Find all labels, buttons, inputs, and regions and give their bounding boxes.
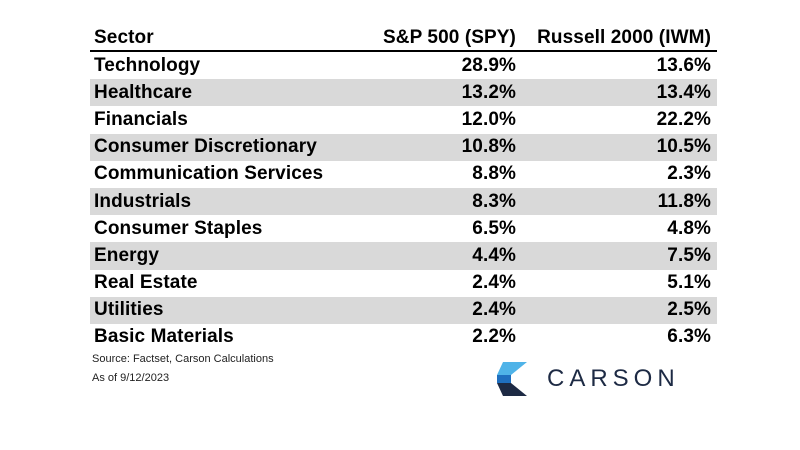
sector-cell: Technology	[94, 54, 201, 76]
spy-weight-cell: 4.4%	[472, 244, 516, 266]
logo-mark-top-shape	[497, 362, 527, 375]
source-note: Source: Factset, Carson Calculations	[92, 353, 274, 365]
table-row: Real Estate 2.4% 5.1%	[90, 270, 717, 297]
iwm-weight-cell: 5.1%	[667, 272, 711, 294]
iwm-weight-cell: 22.2%	[656, 108, 711, 130]
sector-cell: Real Estate	[94, 272, 198, 294]
iwm-weight-cell: 2.5%	[667, 299, 711, 321]
spy-weight-cell: 28.9%	[461, 54, 516, 76]
sector-cell: Energy	[94, 244, 160, 266]
logo-mark-left-shape	[497, 375, 511, 383]
sector-cell: Consumer Staples	[94, 217, 263, 239]
logo-mark-bottom-shape	[497, 383, 527, 396]
table-row: Energy 4.4% 7.5%	[90, 242, 717, 270]
spy-weight-cell: 8.3%	[472, 190, 516, 212]
carson-logo: CARSON	[497, 362, 680, 396]
table-row: Consumer Discretionary 10.8% 10.5%	[90, 133, 717, 161]
spy-weight-cell: 12.0%	[461, 108, 516, 130]
table-row: Financials 12.0% 22.2%	[90, 106, 717, 133]
iwm-weight-cell: 10.5%	[656, 136, 711, 158]
spy-weight-cell: 2.4%	[472, 299, 516, 321]
iwm-weight-cell: 6.3%	[667, 326, 711, 348]
carson-wordmark: CARSON	[547, 365, 680, 392]
table-header-row: Sector S&P 500 (SPY) Russell 2000 (IWM)	[90, 25, 717, 52]
table-row: Communication Services 8.8% 2.3%	[90, 161, 717, 188]
sector-cell: Healthcare	[94, 81, 193, 103]
sector-cell: Communication Services	[94, 163, 324, 185]
sector-cell: Industrials	[94, 190, 192, 212]
header-spy: S&P 500 (SPY)	[383, 26, 516, 48]
iwm-weight-cell: 13.4%	[656, 81, 711, 103]
spy-weight-cell: 2.4%	[472, 272, 516, 294]
spy-weight-cell: 13.2%	[461, 81, 516, 103]
table-row: Industrials 8.3% 11.8%	[90, 187, 717, 216]
sector-cell: Basic Materials	[94, 326, 234, 348]
spy-weight-cell: 8.8%	[472, 163, 516, 185]
table-body: Technology 28.9% 13.6% Healthcare 13.2% 13.4%…	[90, 52, 717, 351]
sector-cell: Financials	[94, 108, 188, 130]
iwm-weight-cell: 13.6%	[656, 54, 711, 76]
iwm-weight-cell: 7.5%	[667, 244, 711, 266]
spy-weight-cell: 10.8%	[461, 136, 516, 158]
sector-cell: Consumer Discretionary	[94, 136, 317, 158]
table-row: Basic Materials 2.2% 6.3%	[90, 324, 717, 351]
header-iwm: Russell 2000 (IWM)	[537, 26, 711, 48]
header-sector: Sector	[94, 26, 154, 48]
carson-logo-mark-icon	[497, 362, 527, 396]
sector-cell: Utilities	[94, 299, 164, 321]
sector-weights-table: Sector S&P 500 (SPY) Russell 2000 (IWM) …	[90, 25, 717, 351]
spy-weight-cell: 6.5%	[472, 217, 516, 239]
as-of-date: As of 9/12/2023	[92, 372, 170, 384]
spy-weight-cell: 2.2%	[472, 326, 516, 348]
table-row: Healthcare 13.2% 13.4%	[90, 79, 717, 107]
table-row: Technology 28.9% 13.6%	[90, 52, 717, 79]
iwm-weight-cell: 11.8%	[657, 190, 711, 212]
iwm-weight-cell: 2.3%	[667, 163, 711, 185]
iwm-weight-cell: 4.8%	[667, 217, 711, 239]
table-row: Utilities 2.4% 2.5%	[90, 296, 717, 324]
table-row: Consumer Staples 6.5% 4.8%	[90, 215, 717, 242]
